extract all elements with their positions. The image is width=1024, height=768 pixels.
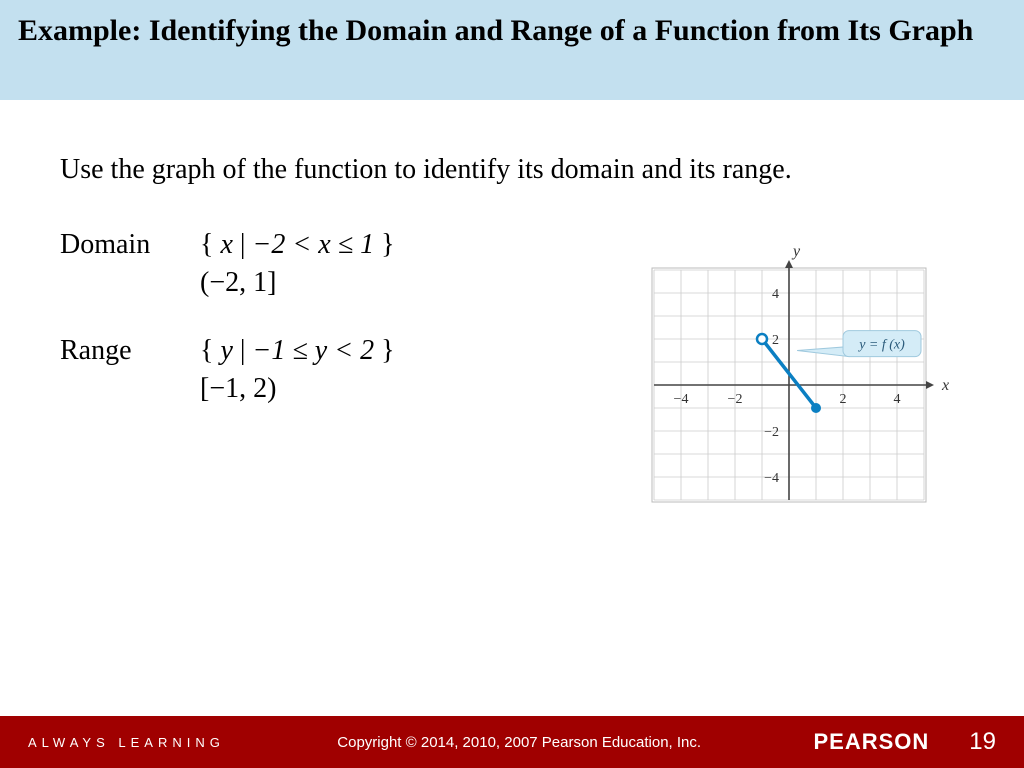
- domain-set: { x | −2 < x ≤ 1 }: [200, 229, 395, 261]
- slide-title: Example: Identifying the Domain and Rang…: [18, 14, 1006, 49]
- svg-text:2: 2: [772, 333, 779, 348]
- range-label: Range: [60, 335, 200, 367]
- range-set: { y | −1 ≤ y < 2 }: [200, 335, 395, 367]
- slide-footer: ALWAYS LEARNING Copyright © 2014, 2010, …: [0, 716, 1024, 768]
- footer-copyright: Copyright © 2014, 2010, 2007 Pearson Edu…: [225, 734, 814, 751]
- svg-text:4: 4: [772, 287, 779, 302]
- svg-text:x: x: [941, 377, 949, 394]
- svg-text:4: 4: [894, 392, 901, 407]
- footer-brand: PEARSON: [814, 729, 930, 755]
- svg-text:−4: −4: [764, 471, 779, 486]
- slide-header: Example: Identifying the Domain and Rang…: [0, 0, 1024, 100]
- svg-text:y: y: [791, 243, 801, 260]
- svg-text:−2: −2: [764, 425, 779, 440]
- instruction-text: Use the graph of the function to identif…: [60, 150, 920, 189]
- svg-text:y = f (x): y = f (x): [857, 338, 905, 353]
- footer-page-number: 19: [969, 728, 996, 756]
- graph-container: −4 −2 2 4 −4 −2 2 4 x y y = f (x): [624, 240, 954, 535]
- slide-content: Use the graph of the function to identif…: [0, 100, 1024, 405]
- function-graph: −4 −2 2 4 −4 −2 2 4 x y y = f (x): [624, 240, 954, 530]
- svg-text:−4: −4: [674, 392, 689, 407]
- svg-text:−2: −2: [728, 392, 743, 407]
- domain-label: Domain: [60, 229, 200, 261]
- footer-tagline: ALWAYS LEARNING: [28, 735, 225, 750]
- svg-text:2: 2: [840, 392, 847, 407]
